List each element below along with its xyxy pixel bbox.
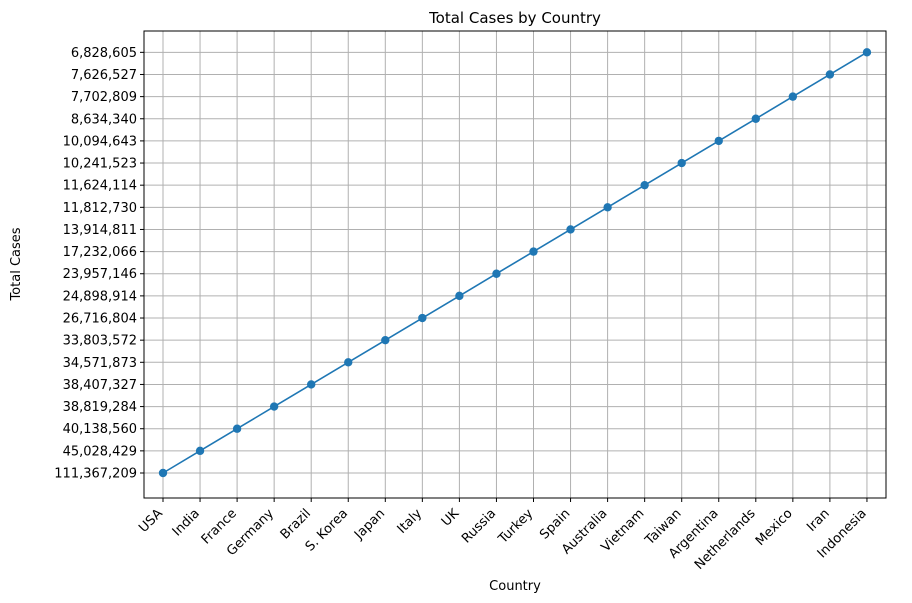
x-axis-label: Country [489, 579, 541, 594]
y-tick-label: 38,819,284 [63, 400, 137, 415]
y-tick-label: 26,716,804 [63, 312, 137, 327]
x-tick-label: Russia [459, 506, 499, 546]
y-tick-label: 34,571,873 [63, 356, 137, 371]
y-tick-label: 7,626,527 [71, 68, 137, 83]
data-point [307, 380, 316, 389]
x-tick-label: Iran [804, 506, 833, 535]
data-point [158, 468, 168, 478]
data-point [751, 114, 760, 123]
data-point [677, 158, 686, 168]
data-point [788, 92, 798, 101]
y-tick-label: 111,367,209 [54, 467, 137, 482]
data-point [825, 70, 835, 79]
x-tick-label: Turkey [495, 506, 536, 547]
x-tick-label: UK [439, 506, 463, 530]
series-line-layer [158, 48, 872, 478]
x-tick-label: Mexico [753, 506, 796, 549]
y-tick-label: 33,803,572 [63, 334, 137, 349]
y-tick-label: 11,624,114 [63, 179, 137, 194]
y-tick-label: 7,702,809 [71, 90, 137, 105]
data-point [862, 48, 872, 57]
data-point [566, 225, 575, 234]
data-point [492, 269, 501, 278]
y-tick-label: 10,241,523 [63, 157, 137, 172]
series-line [162, 51, 868, 474]
y-tick-label: 10,094,643 [63, 134, 137, 149]
chart-title: Total Cases by Country [428, 9, 601, 27]
y-tick-label: 40,138,560 [63, 422, 137, 437]
y-tick-label: 17,232,066 [63, 245, 137, 260]
x-tick-label: USA [136, 506, 166, 536]
data-point [381, 335, 390, 345]
x-tick-label: India [170, 506, 203, 539]
y-tick-label: 8,634,340 [71, 112, 137, 127]
data-point [418, 313, 427, 323]
y-tick-label: 38,407,327 [63, 378, 137, 393]
y-tick-label: 23,957,146 [63, 267, 137, 282]
y-tick-label: 13,914,811 [63, 223, 137, 238]
data-point [640, 180, 649, 190]
x-tick-label: Japan [351, 506, 388, 543]
y-axis-label: Total Cases [9, 227, 24, 301]
data-point [232, 424, 242, 433]
y-tick-label: 24,898,914 [63, 289, 137, 304]
y-tick-label: 11,812,730 [63, 201, 137, 216]
data-point [603, 203, 612, 212]
data-point [529, 247, 538, 256]
data-point [195, 446, 205, 456]
data-point [714, 136, 723, 146]
data-point [344, 358, 353, 367]
x-tick-label: Italy [395, 506, 426, 537]
y-tick-label: 6,828,605 [71, 46, 137, 61]
y-tick-label: 45,028,429 [63, 444, 137, 459]
grid [144, 31, 886, 498]
data-point [269, 402, 279, 411]
data-point [455, 291, 464, 301]
plot-frame [143, 30, 887, 499]
